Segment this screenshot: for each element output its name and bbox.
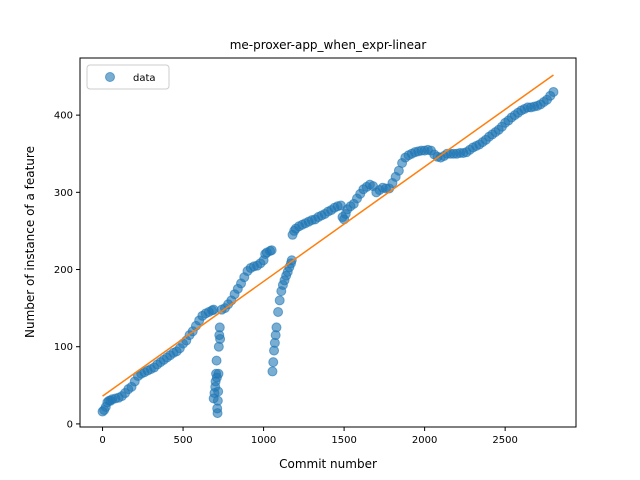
y-tick-label: 400 bbox=[54, 111, 73, 122]
y-tick-label: 200 bbox=[54, 265, 73, 276]
legend-label-data: data bbox=[133, 73, 156, 84]
data-point bbox=[214, 369, 223, 378]
data-point bbox=[275, 296, 284, 305]
x-tick-label: 1000 bbox=[251, 435, 276, 446]
data-point bbox=[269, 358, 278, 367]
x-tick-label: 1500 bbox=[331, 435, 356, 446]
data-point bbox=[216, 335, 225, 344]
data-point bbox=[215, 323, 224, 332]
data-point bbox=[268, 367, 277, 376]
y-tick-label: 100 bbox=[54, 342, 73, 353]
legend-box bbox=[87, 65, 169, 89]
data-point bbox=[274, 307, 283, 316]
y-tick-label: 0 bbox=[67, 419, 73, 430]
data-point bbox=[213, 396, 222, 405]
data-point bbox=[213, 409, 222, 418]
x-tick-label: 500 bbox=[174, 435, 193, 446]
x-tick-label: 2000 bbox=[412, 435, 437, 446]
x-tick-label: 0 bbox=[99, 435, 105, 446]
legend-marker-data bbox=[106, 73, 115, 82]
y-axis-label: Number of instance of a feature bbox=[23, 146, 37, 338]
x-axis-label: Commit number bbox=[279, 457, 377, 471]
data-point bbox=[267, 246, 276, 255]
y-tick-label: 300 bbox=[54, 188, 73, 199]
data-point bbox=[549, 87, 558, 96]
legend: data bbox=[87, 65, 169, 89]
data-point bbox=[214, 387, 223, 396]
plot-area bbox=[80, 58, 576, 427]
x-tick-label: 2500 bbox=[492, 435, 517, 446]
data-point bbox=[272, 323, 281, 332]
data-point bbox=[212, 356, 221, 365]
chart-title: me-proxer-app_when_expr-linear bbox=[230, 38, 427, 52]
